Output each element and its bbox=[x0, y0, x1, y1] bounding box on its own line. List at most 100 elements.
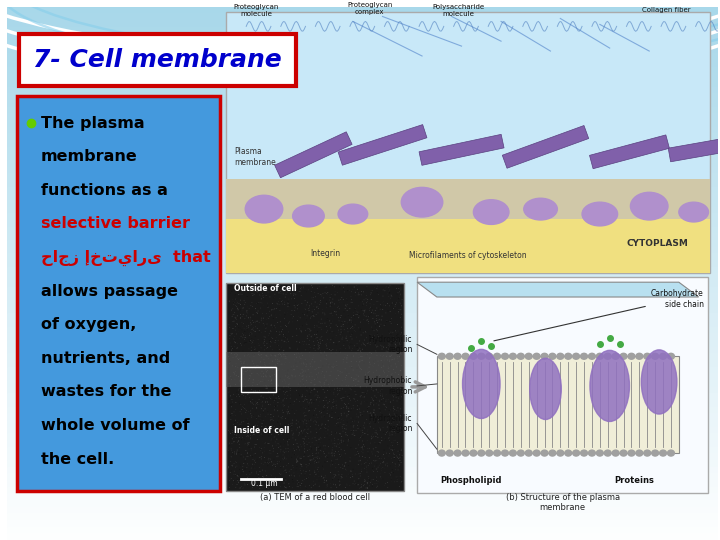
Point bbox=[241, 361, 253, 369]
Point bbox=[325, 347, 336, 355]
Point bbox=[337, 333, 348, 341]
Point bbox=[371, 386, 382, 394]
Point bbox=[350, 426, 361, 435]
Point bbox=[255, 398, 266, 407]
Point bbox=[255, 411, 266, 420]
Bar bbox=[7, 307, 719, 313]
Point bbox=[246, 299, 258, 307]
Point bbox=[313, 344, 325, 353]
Point bbox=[235, 357, 247, 366]
Point bbox=[294, 372, 305, 380]
Point bbox=[266, 306, 277, 314]
Point bbox=[374, 351, 386, 360]
Point bbox=[390, 341, 402, 349]
Point bbox=[293, 482, 305, 491]
Point bbox=[358, 306, 369, 315]
Point bbox=[331, 447, 343, 455]
Point bbox=[372, 316, 384, 325]
Point bbox=[372, 433, 384, 442]
Point bbox=[315, 458, 326, 467]
Point bbox=[244, 412, 256, 421]
Point bbox=[252, 317, 264, 326]
Point bbox=[307, 451, 319, 460]
Point bbox=[321, 366, 333, 374]
Point bbox=[311, 436, 323, 445]
Point bbox=[226, 402, 238, 411]
Point bbox=[282, 444, 294, 453]
Bar bbox=[7, 120, 719, 126]
Point bbox=[382, 316, 393, 325]
Point bbox=[386, 369, 397, 377]
Point bbox=[270, 340, 282, 348]
Point bbox=[239, 404, 251, 413]
Point bbox=[253, 350, 264, 359]
Point bbox=[363, 407, 374, 416]
Bar bbox=[417, 277, 708, 492]
Point bbox=[374, 477, 385, 486]
Point bbox=[320, 284, 331, 292]
Point bbox=[284, 301, 295, 309]
Point bbox=[260, 321, 271, 330]
Point bbox=[354, 408, 365, 416]
Point bbox=[390, 309, 401, 318]
Point bbox=[368, 410, 379, 418]
Ellipse shape bbox=[454, 353, 461, 359]
Point bbox=[284, 380, 295, 388]
Point bbox=[267, 478, 279, 487]
Point bbox=[247, 378, 258, 387]
Point bbox=[255, 445, 266, 454]
Ellipse shape bbox=[502, 353, 508, 359]
Point bbox=[355, 408, 366, 417]
Point bbox=[245, 409, 256, 418]
Point bbox=[229, 333, 240, 341]
Point bbox=[297, 397, 309, 406]
Point bbox=[227, 462, 238, 470]
Point bbox=[237, 387, 248, 395]
Point bbox=[338, 298, 350, 306]
Point bbox=[358, 309, 369, 318]
Point bbox=[274, 457, 285, 466]
Point bbox=[276, 351, 287, 360]
Point bbox=[385, 292, 397, 301]
Point bbox=[295, 406, 307, 415]
Point bbox=[256, 353, 268, 362]
Point bbox=[341, 431, 353, 440]
Point bbox=[230, 281, 241, 290]
Polygon shape bbox=[503, 125, 589, 168]
Point bbox=[284, 409, 295, 418]
Point bbox=[301, 320, 312, 329]
Point bbox=[329, 434, 341, 443]
Point bbox=[310, 334, 322, 342]
Point bbox=[273, 331, 284, 340]
Point bbox=[251, 456, 263, 464]
Point bbox=[228, 368, 240, 377]
Point bbox=[292, 313, 304, 321]
Point bbox=[235, 341, 247, 349]
Point bbox=[371, 417, 382, 426]
Point bbox=[334, 453, 346, 461]
Point bbox=[269, 370, 280, 379]
Point bbox=[336, 372, 348, 381]
Bar bbox=[7, 340, 719, 347]
Point bbox=[328, 328, 340, 337]
Point bbox=[336, 475, 348, 484]
Point bbox=[317, 289, 328, 298]
Point bbox=[316, 292, 328, 300]
Point bbox=[256, 397, 268, 406]
Point bbox=[239, 327, 251, 335]
Point bbox=[396, 383, 408, 392]
Point bbox=[353, 302, 364, 310]
Point bbox=[253, 387, 264, 396]
Point bbox=[277, 464, 289, 472]
Point bbox=[325, 379, 337, 387]
Point bbox=[230, 411, 241, 420]
Point bbox=[229, 404, 240, 413]
Point bbox=[331, 348, 343, 357]
Point bbox=[231, 392, 243, 401]
Point bbox=[395, 446, 407, 455]
Point bbox=[313, 346, 325, 354]
Point bbox=[391, 422, 402, 431]
Point bbox=[383, 377, 395, 386]
Point bbox=[230, 295, 242, 303]
Point bbox=[331, 440, 343, 448]
